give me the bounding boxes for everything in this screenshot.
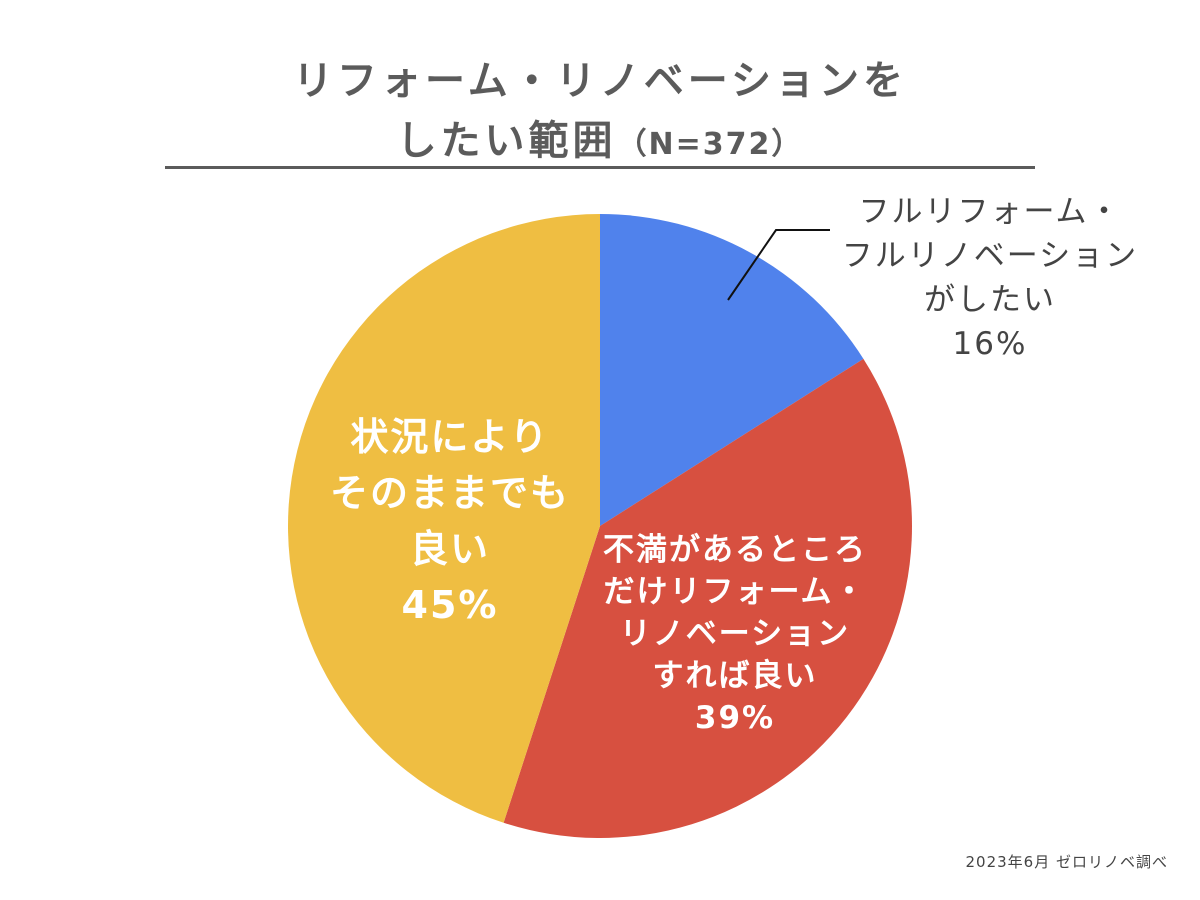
pie-slices (288, 214, 913, 838)
chart-title-line2-text: したい範囲 (396, 118, 617, 164)
sample-size-label: （N=372） (616, 127, 804, 162)
slice-value-label-2: 39% (695, 700, 775, 736)
slice-label-line-2-1: 不満があるところ (603, 532, 867, 568)
slice-label-2: 不満があるところだけリフォーム・リノベーションすれば良い 39% (603, 532, 867, 736)
slice-label-3: 状況によりそのままでも良い 45% (330, 415, 570, 627)
pie-slice-2 (503, 358, 913, 838)
slice-label-line-2-4: すれば良い (653, 658, 818, 694)
pie-slice-1 (600, 214, 864, 526)
pie-labels: フルリフォーム・フルリノベーションがしたい 16% 不満があるところだけリフォーム・… (330, 194, 1138, 736)
slice-label-line-2-3: リノベーション (620, 616, 850, 652)
slice-label-line-3-2: そのままでも (330, 471, 570, 515)
chart-title-line1: リフォーム・リノベーションを (293, 58, 907, 104)
source-note: 2023年6月 ゼロリノベ調べ (965, 853, 1168, 871)
slice-label-line-3-3: 良い (410, 527, 490, 571)
slice-label-1: フルリフォーム・フルリノベーションがしたい 16% (842, 194, 1138, 362)
leader-line-1 (727, 229, 830, 301)
title-underline (165, 166, 1035, 169)
pie-slice-3 (288, 214, 600, 823)
chart-title-line2: したい範囲（N=372） (0, 108, 1200, 166)
slice-label-line-3-1: 状況により (350, 415, 549, 459)
slice-label-line-1-3: がしたい (924, 282, 1056, 318)
pie-leader-lines (727, 229, 830, 301)
slice-label-line-1-2: フルリノベーション (842, 238, 1138, 274)
slice-label-line-2-2: だけリフォーム・ (603, 574, 866, 610)
slice-value-label-3: 45% (402, 583, 499, 627)
slice-label-line-1-1: フルリフォーム・ (858, 194, 1121, 230)
slice-value-label-1: 16% (953, 326, 1028, 362)
